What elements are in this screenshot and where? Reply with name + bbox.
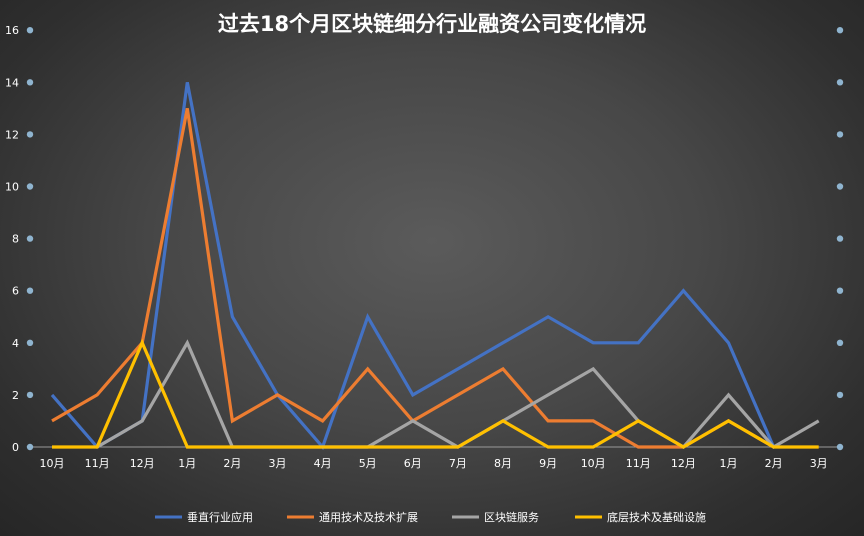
x-tick-label: 10月	[581, 457, 606, 470]
y-tick-marker	[26, 79, 34, 86]
y-tick-marker	[26, 443, 34, 451]
x-tick-label: 12月	[671, 457, 696, 470]
y-tick-label: 8	[12, 233, 19, 246]
x-tick-label: 2月	[223, 457, 241, 470]
series-lines	[50, 81, 820, 451]
x-tick-label: 3月	[269, 457, 287, 470]
legend-label: 通用技术及技术扩展	[319, 510, 418, 524]
x-tick-label: 6月	[404, 457, 422, 470]
x-tick-label: 11月	[626, 457, 651, 470]
legend-label: 垂直行业应用	[187, 510, 253, 524]
right-axis-markers	[836, 27, 844, 451]
x-tick-label: 5月	[359, 457, 377, 470]
y-tick-marker	[26, 27, 34, 34]
chart-title: 过去18个月区块链细分行业融资公司变化情况	[218, 12, 646, 36]
x-axis-ticks: 10月 11月 12月 1月 2月 3月 4月 5月 6月 7月 8月 9月 10月 11月 12月 1月 2月…	[40, 457, 828, 470]
right-tick-marker	[836, 27, 844, 34]
x-tick-label: 8月	[494, 457, 512, 470]
y-tick-label: 4	[12, 337, 19, 350]
x-tick-label: 11月	[85, 457, 110, 470]
right-tick-marker	[836, 339, 844, 346]
x-tick-label: 4月	[314, 457, 332, 470]
right-tick-marker	[836, 183, 844, 190]
x-tick-label: 12月	[130, 457, 155, 470]
x-tick-label: 3月	[810, 457, 828, 470]
y-tick-label: 16	[5, 24, 19, 37]
x-tick-label: 1月	[720, 457, 738, 470]
series-line	[52, 338, 819, 449]
y-tick-marker	[26, 183, 34, 190]
right-tick-marker	[836, 391, 844, 399]
x-tick-label: 7月	[449, 457, 467, 470]
x-tick-label: 9月	[539, 457, 557, 470]
y-tick-marker	[26, 287, 34, 294]
right-tick-marker	[836, 443, 844, 451]
y-tick-marker	[26, 339, 34, 346]
legend-label: 底层技术及基础设施	[607, 510, 706, 524]
legend: 垂直行业应用 通用技术及技术扩展 区块链服务 底层技术及基础设施	[155, 510, 706, 524]
x-tick-label: 1月	[178, 457, 196, 470]
y-tick-marker	[26, 391, 34, 399]
y-tick-label: 14	[5, 76, 19, 89]
y-tick-label: 6	[12, 285, 19, 298]
right-tick-marker	[836, 287, 844, 294]
y-tick-label: 12	[5, 128, 19, 141]
y-tick-label: 10	[5, 181, 19, 194]
right-tick-marker	[836, 79, 844, 86]
y-axis-ticks: 0 2 4 6 8 10 12 14 16	[5, 24, 34, 454]
right-tick-marker	[836, 131, 844, 138]
y-tick-marker	[26, 131, 34, 138]
y-tick-label: 0	[12, 441, 19, 454]
legend-label: 区块链服务	[484, 510, 539, 524]
y-tick-marker	[26, 235, 34, 242]
series-line	[50, 81, 776, 451]
y-tick-label: 2	[12, 389, 19, 402]
right-tick-marker	[836, 235, 844, 242]
x-tick-label: 10月	[40, 457, 65, 470]
x-tick-label: 2月	[765, 457, 783, 470]
